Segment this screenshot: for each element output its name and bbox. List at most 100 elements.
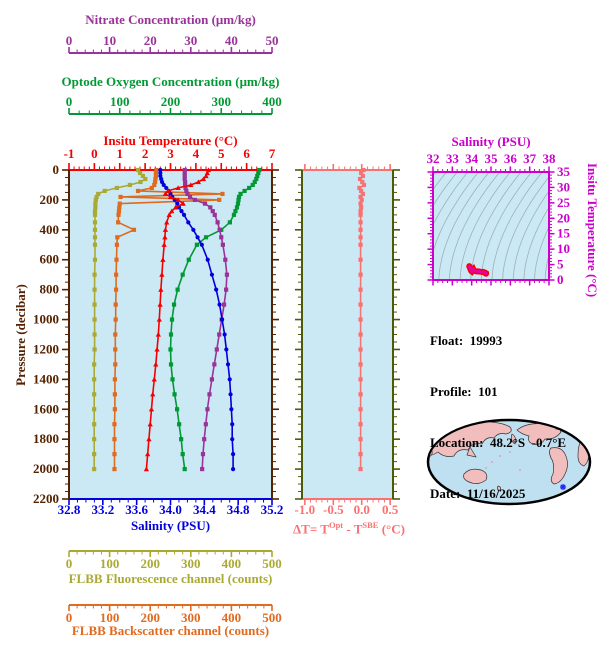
date-line: Date: 11/16/2025 <box>430 486 526 501</box>
ts-temperature-axis-title: Insitu Temperature (°C) <box>585 163 600 298</box>
tick-label: 1 <box>117 146 124 161</box>
tick-label: 6 <box>243 146 250 161</box>
tick-label: 1000 <box>33 312 59 327</box>
tick-label: 500 <box>262 610 282 625</box>
tick-label: 38 <box>543 151 557 166</box>
tick-label: 30 <box>184 33 197 48</box>
tick-label: 35 <box>485 151 499 166</box>
tick-label: 2000 <box>33 461 59 476</box>
temperature-axis-title: Insitu Temperature (°C) <box>103 133 238 148</box>
ts-plot-area <box>433 172 549 280</box>
tick-label: 20 <box>144 33 157 48</box>
pressure-axis-title: Pressure (decibar) <box>13 284 28 386</box>
tick-label: 34.4 <box>193 502 216 517</box>
tick-label: 100 <box>100 556 120 571</box>
series-fluorescence <box>92 167 148 472</box>
fluorescence-axis-title: FLBB Fluorescence channel (counts) <box>68 571 273 586</box>
tick-label: 32.8 <box>58 502 81 517</box>
tick-label: 2200 <box>33 491 59 506</box>
tick-label: 33 <box>446 151 460 166</box>
tick-label: 36 <box>504 151 518 166</box>
float-position-marker <box>560 484 566 490</box>
tick-label: 0 <box>66 556 73 571</box>
tick-label: 100 <box>110 94 130 109</box>
nitrate-axis-title: Nitrate Concentration (μm/kg) <box>85 12 256 27</box>
tick-label: 0 <box>66 610 73 625</box>
tick-label: 1200 <box>33 341 59 356</box>
tick-label: 34.0 <box>159 502 182 517</box>
tick-label: 5 <box>557 257 564 272</box>
series-salinity <box>158 167 236 472</box>
delta-t-sup-opt: Opt <box>328 520 344 530</box>
tick-label: 200 <box>40 192 60 207</box>
tick-label: 33.6 <box>125 502 148 517</box>
tick-label: -0.5 <box>323 502 344 517</box>
delta-t-mid: - T <box>343 521 363 537</box>
delta-t-suffix: (°C) <box>378 521 405 537</box>
tick-label: 35 <box>557 164 571 179</box>
tick-label: 0.5 <box>382 502 399 517</box>
tick-label: 30 <box>557 179 570 194</box>
oxygen-axis-title: Optode Oxygen Concentration (μm/kg) <box>61 74 280 89</box>
float-info-panel: Float: 19993 Profile: 101 Location: 48.2… <box>430 298 566 536</box>
tick-label: 4 <box>193 146 200 161</box>
tick-label: -1 <box>64 146 75 161</box>
tick-label: 34.8 <box>227 502 250 517</box>
delta-t-axis-title: ΔT= TOpt - TSBE (°C) <box>286 520 412 537</box>
tick-label: 25 <box>557 195 571 210</box>
salinity-axis-title: Salinity (PSU) <box>130 518 211 533</box>
tick-label: 800 <box>40 282 60 297</box>
tick-label: 20 <box>557 210 570 225</box>
tick-label: 7 <box>269 146 276 161</box>
isopycnal-contours <box>433 172 549 280</box>
tick-label: 10 <box>557 241 570 256</box>
profile-number-line: Profile: 101 <box>430 384 498 399</box>
location-line: Location: 48.2°S -0.7°E <box>430 435 567 450</box>
ts-data-curve <box>466 263 489 277</box>
tick-label: 1400 <box>33 371 59 386</box>
tick-label: 50 <box>266 33 279 48</box>
tick-label: 100 <box>100 610 120 625</box>
tick-label: 33.2 <box>91 502 114 517</box>
tick-label: 0 <box>91 146 98 161</box>
tick-label: 200 <box>140 610 160 625</box>
tick-label: 200 <box>140 556 160 571</box>
tick-label: 300 <box>181 556 201 571</box>
series-backscatter <box>112 167 225 472</box>
delta-t-prefix: ΔT= T <box>293 521 329 537</box>
backscatter-axis-title: FLBB Backscatter channel (counts) <box>71 623 270 638</box>
tick-label: 1600 <box>33 401 59 416</box>
tick-label: 5 <box>218 146 225 161</box>
tick-label: 34 <box>465 151 479 166</box>
ts-salinity-axis-title: Salinity (PSU) <box>451 134 531 149</box>
tick-label: 2 <box>142 146 149 161</box>
tick-label: 500 <box>262 556 282 571</box>
delta-t-plot-area <box>302 170 393 499</box>
tick-label: 400 <box>222 610 242 625</box>
tick-label: 3 <box>167 146 174 161</box>
tick-label: 40 <box>225 33 238 48</box>
tick-label: 400 <box>262 94 282 109</box>
tick-label: 0 <box>66 94 73 109</box>
tick-label: 10 <box>103 33 116 48</box>
tick-label: 0 <box>557 272 564 287</box>
tick-label: 200 <box>161 94 181 109</box>
tick-label: 35.2 <box>261 502 284 517</box>
tick-label: 32 <box>427 151 440 166</box>
tick-label: 600 <box>40 252 60 267</box>
tick-label: 1800 <box>33 431 59 446</box>
tick-label: 300 <box>181 610 201 625</box>
tick-label: 0 <box>66 33 73 48</box>
float-id-line: Float: 19993 <box>430 333 503 348</box>
series-oxygen <box>168 167 262 472</box>
series-delta_t <box>357 167 367 472</box>
tick-label: 300 <box>212 94 232 109</box>
tick-label: 0.0 <box>354 502 370 517</box>
tick-label: 400 <box>40 222 60 237</box>
tick-label: 400 <box>222 556 242 571</box>
series-temperature <box>143 167 212 472</box>
tick-label: 37 <box>523 151 537 166</box>
tick-label: -1.0 <box>295 502 316 517</box>
